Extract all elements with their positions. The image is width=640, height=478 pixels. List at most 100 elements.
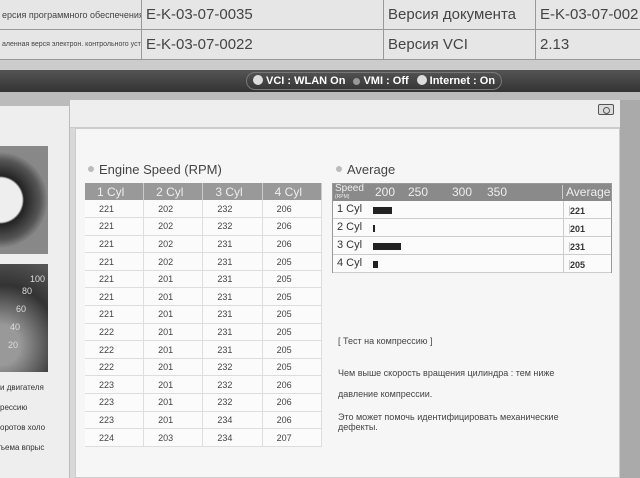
table-cell: 222: [85, 323, 145, 342]
table-cell: 232: [202, 393, 263, 412]
version-info-table: ерсия программного обеспечения E-K-03-07…: [0, 0, 640, 60]
info-row: аленная верся электрон. контрольного уст…: [0, 30, 640, 60]
table-cell: 201: [143, 411, 204, 430]
table-cell: 221: [85, 305, 145, 324]
note-line: Это может помочь идентифицировать механи…: [338, 412, 559, 432]
table-cell: 201: [143, 323, 204, 342]
camera-icon[interactable]: [598, 104, 614, 115]
table-cell: 201: [143, 375, 204, 395]
vci-version-label: Версия VCI: [384, 30, 536, 60]
cylinder-label: 1 Cyl: [337, 203, 363, 215]
table-cell: 221: [85, 235, 145, 254]
table-cell: 232: [202, 358, 263, 377]
table-cell: 205: [262, 287, 323, 307]
note-line: давление компрессии.: [338, 389, 433, 399]
table-cell: 202: [143, 217, 204, 236]
cylinder-label: 2 Cyl: [337, 221, 363, 233]
table-cell: 231: [202, 305, 263, 324]
average-row: 3 Cyl 231: [333, 237, 611, 255]
table-cell: 232: [202, 375, 263, 395]
table-cell: 221: [85, 252, 145, 271]
vmi-status: VMI : Off: [353, 75, 409, 87]
average-value: 201: [569, 224, 586, 234]
table-cell: 201: [143, 270, 204, 289]
table-cell: 223: [85, 411, 145, 430]
info-row: ерсия программного обеспечения E-K-03-07…: [0, 0, 640, 30]
cylinder-label: 4 Cyl: [337, 257, 363, 269]
table-cell: 234: [202, 411, 263, 430]
table-cell: 203: [143, 428, 204, 447]
table-cell: 205: [262, 340, 323, 359]
table-cell: 206: [262, 411, 323, 430]
average-bar: [373, 225, 375, 232]
ecu-version-label: аленная верся электрон. контрольного уст…: [0, 30, 142, 60]
table-row: 224 203 234 207: [85, 428, 323, 447]
table-cell: 206: [262, 217, 323, 236]
table-row: 221 202 232 206: [85, 200, 323, 219]
table-cell: 231: [202, 270, 263, 289]
table-cell: 231: [202, 287, 263, 307]
divider: [0, 60, 640, 70]
table-row: 221 201 231 205: [85, 287, 323, 307]
average-value: 205: [569, 260, 586, 270]
status-bar: VCI : WLAN On VMI : Off Internet : On: [0, 70, 640, 92]
table-cell: 221: [85, 287, 145, 307]
table-row: 222 201 231 205: [85, 323, 323, 342]
table-cell: 231: [202, 323, 263, 342]
tick-label: 350: [487, 185, 508, 199]
average-value: 231: [569, 242, 586, 252]
table-cell: 205: [262, 358, 323, 377]
average-bar: [373, 207, 392, 214]
average-row: 1 Cyl 221: [333, 201, 611, 219]
table-cell: 223: [85, 393, 145, 412]
menu-item[interactable]: рессию: [0, 403, 28, 412]
menu-item[interactable]: ъема впрыс: [0, 443, 45, 452]
doc-version-label: Версия документа: [384, 0, 536, 30]
average-row: 4 Cyl 205: [333, 255, 611, 273]
vci-status: VCI : WLAN On: [253, 75, 345, 87]
panel-header: [70, 100, 620, 128]
table-cell: 221: [85, 200, 145, 219]
table-cell: 232: [202, 200, 263, 219]
menu-item[interactable]: и двигателя: [0, 383, 44, 392]
tick-label: 250: [408, 185, 429, 199]
table-cell: 222: [85, 340, 145, 359]
note-line: Чем выше скорость вращения цилиндра : те…: [338, 368, 555, 378]
table-row: 222 201 232 205: [85, 358, 323, 377]
table-cell: 206: [262, 235, 323, 254]
connection-status: VCI : WLAN On VMI : Off Internet : On: [246, 72, 503, 90]
divider: [563, 201, 564, 273]
table-row: 223 201 234 206: [85, 411, 323, 430]
table-row: 221 202 232 206: [85, 217, 323, 236]
average-row: 2 Cyl 201: [333, 219, 611, 237]
gauge-image: 100 80 60 40 20: [0, 264, 48, 372]
table-cell: 205: [262, 323, 323, 342]
table-cell: 207: [262, 428, 323, 447]
table-cell: 234: [202, 428, 263, 447]
table-cell: 201: [143, 393, 204, 412]
table-cell: 202: [143, 252, 204, 271]
table-row: 222 201 231 205: [85, 340, 323, 359]
ecu-version-value: E-K-03-07-0022: [142, 30, 384, 60]
status-dot-icon: [353, 78, 361, 85]
internet-status: Internet : On: [416, 75, 495, 87]
left-sidebar: 100 80 60 40 20 и двигателя рессию орото…: [0, 106, 70, 478]
average-title: Average: [336, 162, 395, 177]
table-row: 223 201 232 206: [85, 375, 323, 395]
menu-item[interactable]: оротов холо: [0, 423, 46, 432]
sw-version-label: ерсия программного обеспечения: [0, 0, 142, 30]
table-cell: 205: [262, 305, 323, 324]
vci-version-value: 2.13: [540, 36, 570, 53]
status-dot-icon: [253, 75, 263, 85]
table-cell: 232: [202, 217, 263, 236]
table-cell: 205: [262, 270, 323, 289]
table-cell: 201: [143, 305, 204, 324]
table-cell: 224: [85, 428, 145, 447]
table-cell: 221: [85, 270, 145, 289]
test-menu: и двигателя рессию оротов холо ъема впры…: [0, 378, 52, 458]
table-row: 221 201 231 205: [85, 270, 323, 289]
table-cell: 221: [85, 217, 145, 236]
table-row: 221 201 231 205: [85, 305, 323, 324]
scrollbar[interactable]: [620, 100, 640, 478]
average-chart-header: Speed (RPM) 200 250 300 350 Average: [333, 184, 611, 201]
